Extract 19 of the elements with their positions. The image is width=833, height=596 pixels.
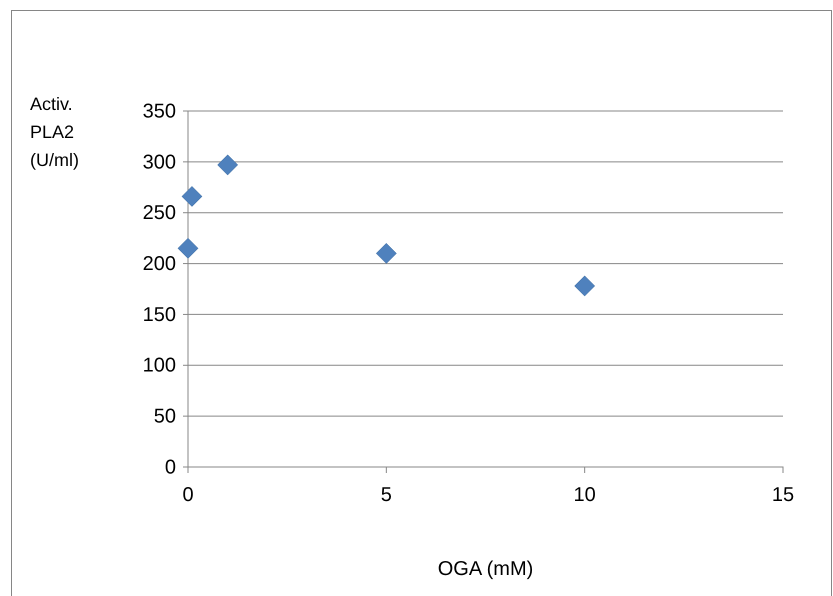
point bbox=[217, 154, 238, 176]
y-tick-label: 250 bbox=[142, 202, 176, 224]
y-tick-label: 350 bbox=[142, 100, 176, 122]
x-tick-label: 10 bbox=[574, 484, 596, 506]
y-tick-label: 150 bbox=[142, 304, 176, 326]
y-tick-label: 50 bbox=[154, 406, 176, 428]
y-tick-label: 0 bbox=[164, 456, 176, 478]
point bbox=[376, 243, 397, 264]
y-tick-label: 100 bbox=[142, 354, 176, 377]
x-tick-label: 15 bbox=[772, 484, 794, 506]
y-axis-title: Activ. PLA2 (U/ml) bbox=[30, 94, 79, 170]
x-axis-title: OGA (mM) bbox=[438, 558, 534, 580]
point bbox=[574, 276, 596, 296]
x-tick-label: 0 bbox=[182, 484, 194, 506]
y-tick-label: 200 bbox=[142, 252, 176, 275]
point bbox=[178, 238, 198, 259]
point bbox=[182, 186, 202, 207]
y-tick-label: 300 bbox=[142, 151, 176, 174]
x-tick-label: 5 bbox=[380, 484, 392, 506]
